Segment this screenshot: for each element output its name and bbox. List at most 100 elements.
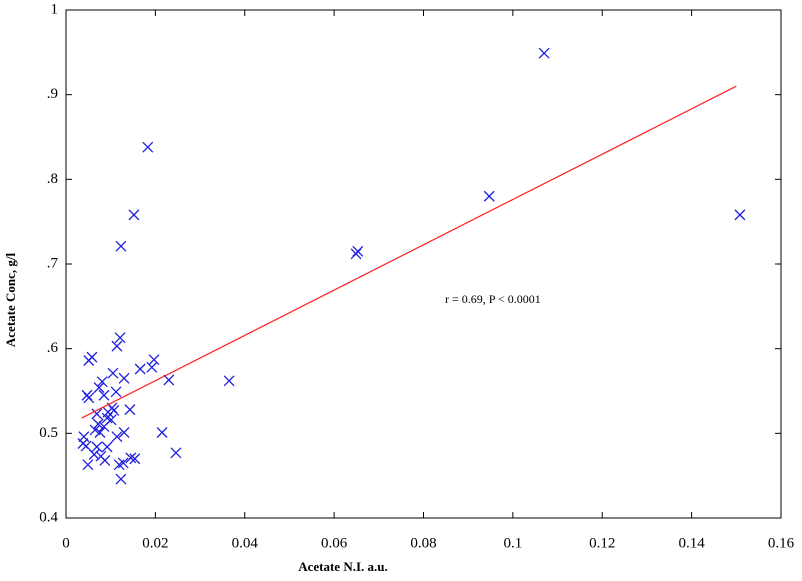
marker-stroke [115, 240, 127, 252]
marker-stroke [101, 412, 113, 424]
fit-line [81, 85, 737, 419]
annotation: r = 0.69, P < 0.0001 [445, 292, 541, 306]
y-tick-label: 1 [51, 1, 59, 17]
marker-stroke [99, 454, 111, 466]
marker [146, 361, 158, 373]
marker [88, 449, 100, 460]
marker-stroke [111, 340, 123, 352]
marker [128, 209, 140, 221]
marker [83, 392, 95, 404]
marker-stroke [107, 367, 119, 379]
marker [118, 372, 130, 384]
marker-stroke [89, 424, 101, 436]
x-tick-label: 0.14 [679, 535, 706, 551]
x-tick-label: 0.1 [504, 535, 523, 551]
marker [118, 427, 130, 438]
marker [124, 404, 136, 416]
marker-stroke [80, 440, 92, 452]
marker-stroke [118, 427, 130, 438]
x-tick-label: 0.06 [321, 535, 348, 551]
marker [148, 354, 160, 366]
marker-stroke [142, 141, 154, 153]
marker-stroke [163, 374, 175, 386]
marker-stroke [78, 431, 90, 443]
x-tick-label: 0.08 [410, 535, 436, 551]
x-tick-label: 0.12 [589, 535, 615, 551]
marker-stroke [83, 392, 95, 404]
marker-stroke [91, 441, 103, 453]
marker [113, 459, 125, 471]
x-tick-label: 0.02 [142, 535, 168, 551]
marker [96, 376, 108, 388]
marker [110, 386, 122, 398]
marker-stroke [93, 382, 105, 394]
marker [142, 141, 154, 153]
marker [94, 427, 106, 438]
marker [107, 367, 119, 379]
marker [156, 427, 168, 438]
marker [83, 355, 95, 366]
x-tick-label: 0.16 [768, 535, 795, 551]
marker-stroke [98, 389, 110, 401]
y-tick-label: .9 [47, 86, 58, 102]
marker-stroke [146, 361, 158, 373]
marker-stroke [128, 209, 140, 221]
marker [134, 363, 146, 375]
marker [111, 431, 123, 443]
marker [91, 408, 103, 420]
plot-frame [65, 9, 782, 519]
y-axis-title: Acetate Conc, g/l [3, 253, 18, 348]
x-axis-title: Acetate N.I. a.u. [298, 559, 388, 574]
marker [352, 245, 364, 257]
marker [115, 473, 127, 485]
marker-stroke [96, 376, 108, 388]
marker [91, 441, 103, 453]
marker [129, 453, 141, 465]
marker [98, 421, 110, 433]
marker [163, 374, 175, 386]
marker [115, 240, 127, 252]
marker-stroke [118, 372, 130, 384]
marker-stroke [82, 459, 94, 471]
marker-stroke [538, 47, 550, 59]
marker [92, 418, 104, 430]
y-tick-label: .8 [47, 171, 58, 187]
marker [223, 375, 235, 387]
marker [98, 389, 110, 401]
marker-stroke [734, 209, 746, 221]
marker-stroke [111, 431, 123, 443]
marker-stroke [483, 190, 495, 202]
marker-stroke [88, 449, 100, 460]
marker-stroke [101, 441, 113, 453]
marker-stroke [91, 408, 103, 420]
marker [99, 454, 111, 466]
marker-stroke [148, 354, 160, 366]
marker [483, 190, 495, 202]
marker [538, 47, 550, 59]
marker-stroke [352, 245, 364, 257]
marker-stroke [124, 404, 136, 416]
marker [101, 441, 113, 453]
marker-stroke [134, 363, 146, 375]
marker-stroke [129, 453, 141, 465]
marker-stroke [114, 332, 126, 344]
marker [111, 340, 123, 352]
marker-stroke [83, 355, 95, 366]
marker-stroke [113, 459, 125, 471]
y-tick-label: 0.4 [39, 509, 58, 525]
marker-stroke [115, 473, 127, 485]
marker-stroke [156, 427, 168, 438]
marker [114, 332, 126, 344]
x-tick-label: 0.04 [232, 535, 259, 551]
marker-stroke [117, 457, 129, 469]
marker [170, 447, 182, 459]
x-tick-label: 0 [62, 535, 70, 551]
marker [125, 452, 137, 464]
y-tick-label: 0.5 [39, 425, 58, 441]
marker-stroke [223, 375, 235, 387]
marker-stroke [94, 427, 106, 438]
marker [82, 459, 94, 471]
y-tick-label: .7 [47, 255, 59, 271]
marker [101, 412, 113, 424]
